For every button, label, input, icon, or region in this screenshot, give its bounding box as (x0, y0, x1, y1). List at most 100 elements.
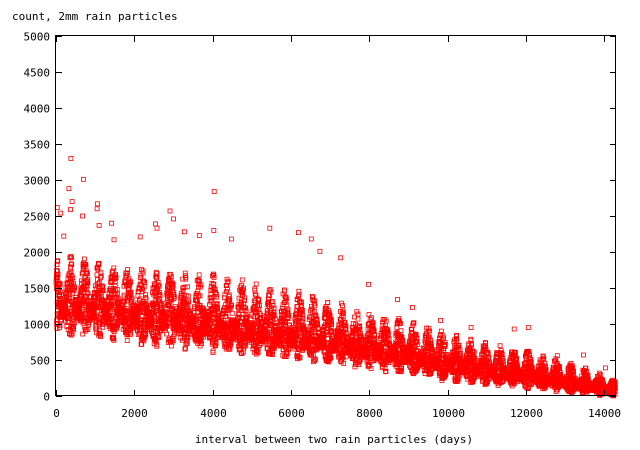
data-point (198, 282, 204, 288)
data-point (211, 274, 217, 280)
data-point (69, 255, 74, 261)
data-point (208, 295, 214, 300)
data-point (170, 282, 176, 288)
data-point (497, 343, 503, 349)
data-point (141, 278, 147, 284)
data-point (96, 305, 101, 311)
data-point (126, 276, 132, 282)
data-point (143, 332, 149, 337)
data-point (210, 271, 216, 277)
data-point (94, 313, 99, 319)
data-point (84, 270, 90, 276)
data-point (108, 295, 114, 301)
data-point (183, 276, 189, 282)
data-point (197, 293, 203, 299)
data-point (57, 289, 63, 295)
data-point (70, 275, 76, 281)
data-point (199, 341, 204, 347)
data-point (70, 290, 75, 296)
data-point (155, 282, 161, 288)
data-point (253, 281, 259, 287)
data-point (194, 298, 200, 304)
data-point (84, 289, 90, 295)
data-point (167, 271, 173, 277)
data-point (168, 301, 174, 307)
data-point (281, 287, 287, 293)
data-point (227, 297, 233, 303)
data-point (68, 269, 74, 275)
data-point (229, 302, 234, 308)
data-point (468, 336, 474, 342)
data-point (71, 280, 76, 286)
data-point (71, 287, 77, 293)
data-point (100, 284, 106, 290)
data-point (184, 305, 190, 311)
data-point (171, 289, 177, 295)
data-point (182, 346, 188, 352)
data-point (211, 281, 217, 287)
data-point (184, 341, 190, 346)
data-point (180, 276, 186, 282)
data-point (214, 300, 220, 306)
data-point (85, 291, 91, 297)
data-point (82, 256, 87, 262)
data-point (153, 269, 159, 275)
data-point (96, 327, 102, 333)
data-point (139, 289, 145, 295)
data-point (171, 294, 177, 300)
data-point (153, 338, 159, 344)
data-point (252, 287, 258, 293)
data-point (157, 293, 163, 298)
data-point (168, 274, 174, 280)
data-point (154, 271, 160, 277)
data-point (142, 301, 148, 307)
data-point (68, 332, 74, 338)
data-point (72, 285, 77, 291)
data-point (96, 262, 102, 268)
data-point (68, 261, 74, 267)
data-point (113, 274, 119, 280)
data-point (80, 331, 86, 337)
data-point (109, 314, 114, 320)
data-point (183, 345, 188, 351)
data-point (142, 279, 148, 285)
y-axis-label: count, 2mm rain particles (12, 10, 178, 23)
data-point (100, 288, 106, 294)
data-point (98, 270, 104, 276)
data-point (124, 338, 130, 343)
data-point (72, 320, 77, 326)
data-point (111, 336, 116, 342)
data-point (57, 323, 63, 329)
data-point (154, 343, 160, 349)
data-point (186, 299, 192, 305)
data-point (157, 290, 163, 295)
data-point (115, 323, 120, 329)
data-point (214, 294, 219, 300)
data-point (141, 284, 147, 290)
data-point (85, 271, 90, 277)
data-point (66, 309, 72, 315)
data-point (194, 318, 200, 324)
data-point (106, 309, 112, 315)
data-point (69, 262, 75, 268)
x-axis-label: interval between two rain particles (day… (195, 433, 473, 446)
data-point (112, 279, 118, 285)
data-point (156, 335, 162, 341)
data-point (71, 321, 77, 327)
data-point (194, 297, 200, 303)
data-point (185, 334, 191, 340)
data-point (195, 278, 201, 284)
data-point (95, 267, 101, 273)
data-point (65, 318, 71, 324)
data-point (97, 331, 103, 337)
data-point (156, 283, 162, 289)
data-point (129, 325, 135, 331)
data-point (196, 272, 202, 278)
data-point (182, 270, 188, 276)
data-point (156, 334, 162, 339)
data-point (185, 293, 191, 299)
data-point (67, 291, 73, 297)
data-point (127, 282, 133, 288)
data-point (128, 289, 134, 295)
